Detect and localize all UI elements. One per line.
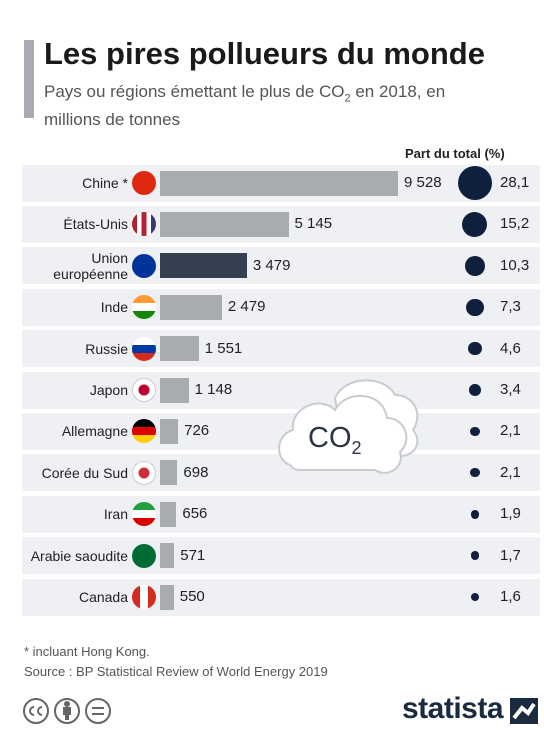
cloud-label: CO2: [308, 422, 362, 459]
brand: statista: [402, 692, 504, 725]
row-band: [22, 288, 540, 326]
bar: [160, 253, 247, 279]
bar: [160, 460, 178, 486]
subtitle: Pays ou régions émettant le plus de CO2 …: [44, 81, 484, 130]
share-label: 1,6: [500, 588, 521, 605]
row-band: [22, 247, 540, 285]
row-band: [22, 495, 540, 533]
category-label: Iran: [103, 506, 128, 523]
brand-logo: [510, 698, 538, 724]
share-dot: [469, 384, 481, 396]
share-dot: [470, 468, 480, 478]
share-label: 2,1: [500, 463, 521, 481]
category-label: Arabie saoudite: [30, 547, 128, 564]
source: Source : BP Statistical Review of World …: [24, 664, 328, 679]
share-label: 2,1: [500, 422, 521, 440]
flag: [132, 295, 156, 320]
row-band: [22, 330, 540, 368]
bar: [160, 584, 174, 610]
flag: [132, 171, 156, 195]
share-label: 1,7: [500, 546, 521, 564]
flag: [132, 419, 156, 444]
subtitle-subscript: 2: [344, 92, 351, 105]
column-header: Part du total (%): [405, 146, 505, 161]
value-label: 3 479: [252, 256, 291, 274]
share-dot: [468, 341, 482, 356]
value-label: 2 479: [227, 298, 266, 316]
flag: [132, 336, 156, 361]
footnote: * incluant Hong Kong.: [24, 644, 150, 659]
accent-bar: [24, 40, 34, 118]
row-band: [22, 537, 540, 575]
share-label: 28,1: [500, 174, 530, 191]
value-label: 1 551: [204, 339, 243, 357]
flag: [132, 460, 156, 485]
row-band: [22, 371, 540, 409]
flag: [132, 585, 156, 609]
subtitle-text: en 2018, en millions de tonnes: [44, 82, 446, 130]
bar: [160, 501, 177, 527]
bar: [160, 336, 199, 362]
value-label: 726: [184, 422, 210, 440]
share-dot: [470, 509, 480, 519]
category-label: États-Unis: [63, 216, 128, 233]
share-label: 1,9: [500, 505, 521, 523]
value-label: 9 528: [404, 174, 442, 191]
license-icons: [23, 698, 111, 724]
share-dot: [470, 426, 480, 437]
flag: [132, 378, 156, 402]
row-band: [22, 578, 540, 616]
category-label: Allemagne: [61, 423, 128, 440]
share-label: 3,4: [500, 381, 521, 398]
value-label: 5 145: [294, 215, 333, 233]
flag: [132, 212, 156, 237]
cloud-illustration: [278, 379, 419, 474]
row-band: [22, 454, 540, 492]
bar: [160, 543, 175, 569]
value-label: 571: [180, 546, 206, 564]
category-label: Russie: [85, 340, 128, 357]
category-label: Inde: [100, 299, 128, 316]
value-label: 550: [179, 588, 205, 605]
bar: [160, 418, 179, 444]
subtitle-text: Pays ou régions émettant le plus de CO: [44, 82, 345, 101]
category-label: Canada: [78, 589, 128, 605]
share-dot: [458, 166, 492, 200]
share-label: 4,6: [500, 339, 521, 357]
bar: [160, 170, 398, 196]
share-dot: [462, 211, 488, 237]
share-dot: [470, 592, 480, 602]
value-label: 1 148: [194, 381, 233, 398]
flag: [132, 543, 156, 568]
share-label: 7,3: [500, 298, 521, 316]
value-label: 698: [183, 463, 209, 481]
title: Les pires pollueurs du monde: [44, 36, 485, 71]
flag: [132, 502, 156, 527]
cloud-subscript: 2: [351, 437, 362, 458]
share-dot: [466, 298, 484, 316]
share-label: 15,2: [500, 215, 530, 233]
cloud-text: CO: [308, 422, 352, 454]
value-label: 656: [182, 505, 208, 523]
category-label: Chine *: [82, 175, 128, 191]
bar: [160, 294, 222, 320]
category-label: Japon: [89, 382, 128, 398]
share-dot: [470, 551, 480, 560]
category-label: Union européenne: [53, 249, 128, 282]
category-label: Corée du Sud: [41, 464, 128, 481]
bar: [160, 211, 289, 237]
share-dot: [464, 255, 486, 277]
share-label: 10,3: [500, 256, 530, 274]
bar: [160, 377, 189, 403]
flag: [132, 253, 156, 278]
